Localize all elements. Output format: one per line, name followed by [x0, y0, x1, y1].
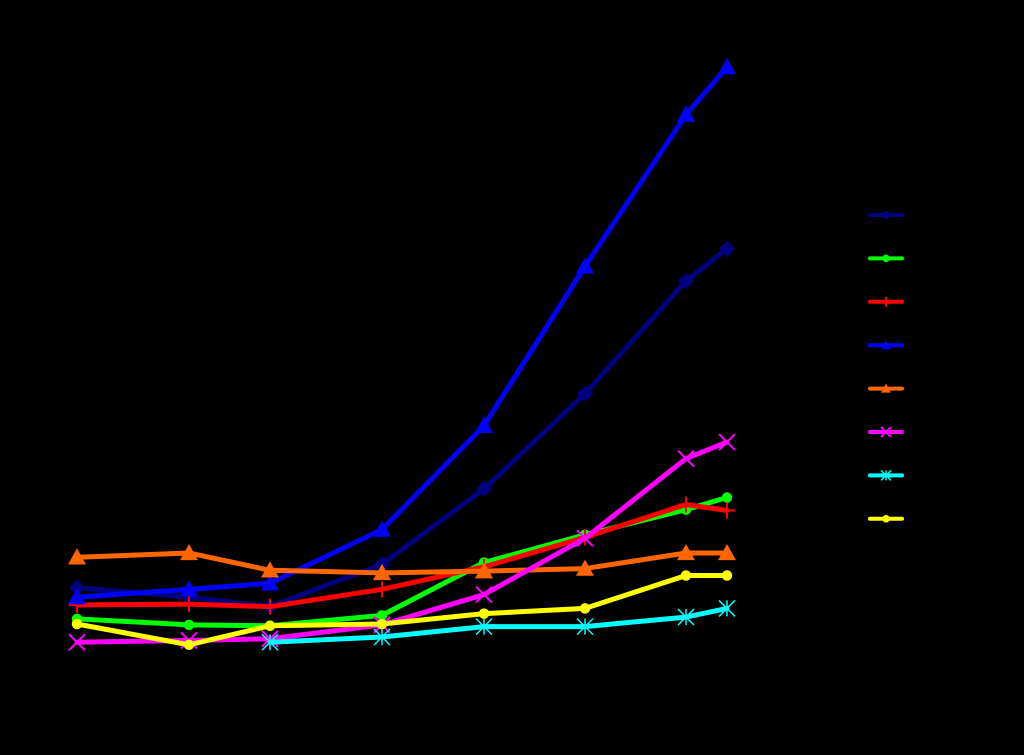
series-5-point-3 [261, 561, 279, 578]
series-8-point-2 [183, 639, 195, 651]
legend-item-1 [868, 210, 904, 220]
legend-item-8 [868, 515, 904, 523]
series-7-point-4 [576, 618, 594, 636]
series-3 [69, 496, 735, 615]
series-8-point-6 [579, 603, 591, 614]
legend-swatch-marker-5 [881, 383, 891, 393]
legend-item-3 [868, 296, 904, 307]
series-7-line [267, 605, 730, 645]
series-4-point-7 [677, 105, 695, 122]
series-8-point-7 [680, 570, 692, 581]
series-1-point-5 [476, 480, 492, 497]
series-3-point-4 [374, 581, 390, 598]
series-8 [71, 570, 733, 651]
series-4-point-3 [261, 574, 279, 591]
series-4-point-8 [718, 58, 736, 75]
legend-swatch-marker-4 [881, 340, 891, 350]
series-5-point-5 [475, 562, 493, 579]
series-6-point-1 [68, 633, 86, 651]
series-3-point-8 [719, 502, 735, 519]
series-5-point-8 [718, 543, 736, 561]
series-4-point-4 [373, 520, 391, 537]
series-7 [261, 599, 736, 651]
series-5-point-1 [68, 548, 86, 565]
series-2-point-2 [183, 619, 195, 631]
series-8-point-1 [71, 618, 83, 630]
series-4-point-1 [68, 588, 86, 605]
series-8-point-3 [264, 620, 276, 631]
series-7-point-3 [475, 618, 493, 636]
series-4-point-5 [475, 416, 493, 433]
series-6-point-6 [576, 529, 594, 547]
legend-swatch-marker-1 [881, 210, 891, 220]
series-1-point-7 [678, 272, 694, 289]
series-6-point-7 [677, 449, 695, 468]
series-4 [68, 58, 736, 605]
series-8-point-8 [721, 570, 733, 581]
series-1-line [74, 246, 730, 610]
series-5-point-2 [180, 543, 198, 561]
legend-item-6 [868, 426, 904, 438]
series-1 [69, 240, 735, 615]
series-8-point-4 [376, 618, 388, 630]
series-3-point-2 [181, 596, 197, 613]
legend-swatch-marker-8 [882, 515, 890, 523]
legend-item-4 [868, 340, 904, 350]
legend-item-5 [868, 383, 904, 393]
series-6-line [74, 439, 730, 645]
series-6 [68, 433, 736, 651]
series-7-point-2 [373, 628, 391, 646]
series-2-point-4 [376, 610, 388, 621]
series-4-point-2 [180, 580, 198, 597]
legend-swatch-marker-6 [880, 426, 892, 438]
series-3-point-7 [678, 496, 694, 513]
series-7-point-5 [677, 608, 695, 626]
series-7-point-1 [261, 633, 279, 651]
series-5-point-6 [576, 559, 594, 576]
series-5-point-7 [677, 543, 695, 561]
series-5-line [74, 550, 730, 576]
legend-item-2 [868, 254, 904, 263]
legend [868, 210, 904, 523]
legend-swatch-marker-2 [882, 254, 890, 263]
series-2-point-8 [721, 492, 733, 503]
series-3-point-3 [262, 598, 278, 615]
series-8-line [74, 573, 730, 648]
series-4-line [74, 64, 730, 600]
series-5 [68, 543, 736, 581]
series-6-point-5 [475, 585, 493, 604]
series-2-line [74, 495, 730, 629]
legend-item-7 [868, 469, 904, 481]
series-3-line [74, 501, 730, 610]
legend-swatch-marker-7 [880, 469, 892, 481]
series-1-point-1 [69, 579, 85, 596]
series-5-point-4 [373, 563, 391, 581]
series-1-point-8 [719, 240, 735, 257]
series-6-point-8 [718, 433, 736, 451]
series-7-point-6 [718, 599, 736, 617]
series-8-point-5 [478, 608, 490, 619]
series-1-point-6 [577, 385, 593, 402]
series-4-point-6 [576, 257, 594, 274]
legend-swatch-marker-3 [881, 296, 891, 307]
